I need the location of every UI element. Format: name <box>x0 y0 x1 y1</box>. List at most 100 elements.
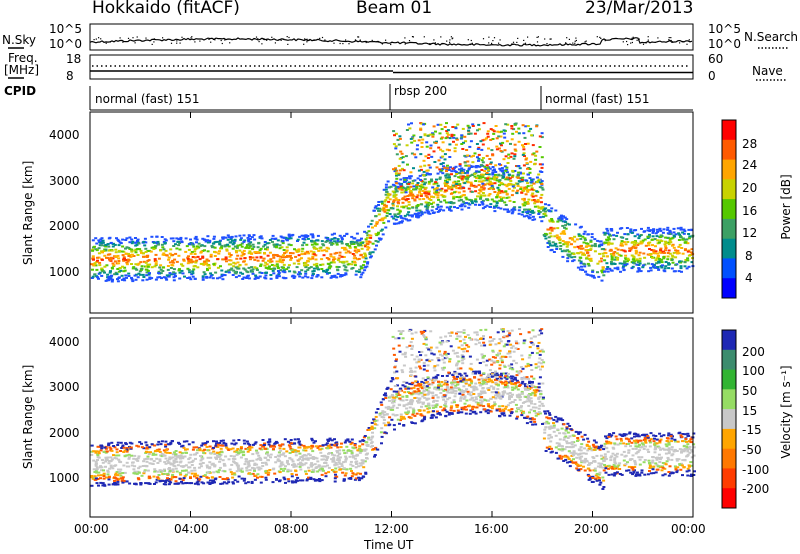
echo-cell <box>128 248 132 250</box>
echo-cell <box>203 238 207 241</box>
echo-cell <box>534 423 538 426</box>
echo-cell <box>359 472 362 475</box>
echo-cell <box>637 237 641 240</box>
echo-cell <box>613 457 617 460</box>
echo-cell <box>639 240 643 243</box>
echo-cell <box>185 245 189 248</box>
echo-cell <box>373 248 377 251</box>
echo-cell <box>398 135 402 138</box>
echo-cell <box>686 450 690 453</box>
echo-cell <box>522 164 526 167</box>
echo-cell <box>394 193 398 196</box>
echo-cell <box>276 267 280 269</box>
echo-cell <box>298 258 302 261</box>
echo-cell <box>268 261 272 264</box>
echo-cell <box>450 405 454 408</box>
echo-cell <box>491 169 495 172</box>
echo-cell <box>482 173 486 176</box>
echo-cell <box>304 272 308 275</box>
echo-cell <box>344 272 348 275</box>
echo-cell <box>340 242 344 245</box>
echo-cell <box>354 466 358 469</box>
echo-cell <box>372 418 376 421</box>
echo-cell <box>156 476 160 479</box>
echo-cell <box>165 254 169 257</box>
echo-cell <box>157 272 161 275</box>
n-search-point <box>194 41 196 43</box>
echo-cell <box>616 268 620 271</box>
echo-cell <box>169 237 173 240</box>
echo-cell <box>244 447 248 450</box>
echo-cell <box>122 256 126 259</box>
echo-cell <box>441 167 445 170</box>
echo-cell <box>104 465 107 468</box>
echo-cell <box>494 171 498 173</box>
echo-cell <box>599 240 603 243</box>
n-search-point <box>631 37 633 39</box>
echo-cell <box>238 249 242 252</box>
echo-cell <box>336 451 339 454</box>
echo-cell <box>90 484 94 487</box>
echo-cell <box>643 473 647 476</box>
echo-cell <box>377 231 380 234</box>
echo-cell <box>640 445 644 448</box>
echo-cell <box>162 276 166 279</box>
echo-cell <box>471 408 474 411</box>
echo-cell <box>107 275 111 278</box>
echo-cell <box>137 478 141 481</box>
echo-cell <box>398 210 402 213</box>
power-panel-frame <box>89 111 694 314</box>
echo-cell <box>392 130 396 133</box>
echo-cell <box>518 171 522 174</box>
echo-cell <box>453 386 457 389</box>
echo-cell <box>558 239 562 241</box>
echo-cell <box>346 250 350 253</box>
echo-cell <box>640 469 644 472</box>
n-search-point <box>105 42 107 44</box>
echo-cell <box>401 161 405 164</box>
echo-cell <box>353 241 357 244</box>
echo-cell <box>298 461 302 464</box>
echo-cell <box>407 416 411 419</box>
echo-cell <box>438 209 441 212</box>
echo-cell <box>338 234 342 237</box>
echo-cell <box>448 207 452 210</box>
echo-cell <box>244 460 248 463</box>
echo-cell <box>162 248 166 251</box>
echo-cell <box>260 272 264 274</box>
echo-cell <box>98 445 102 448</box>
echo-cell <box>537 209 541 212</box>
echo-cell <box>483 165 487 168</box>
n-search-point <box>434 42 436 44</box>
echo-cell <box>186 258 190 260</box>
echo-cell <box>423 164 427 167</box>
n-search-point <box>627 44 629 46</box>
echo-cell <box>344 251 348 254</box>
echo-cell <box>450 170 454 173</box>
echo-cell <box>164 440 168 443</box>
echo-cell <box>182 465 186 468</box>
echo-cell <box>666 241 670 244</box>
echo-cell <box>453 395 457 398</box>
echo-cell <box>187 248 191 251</box>
echo-cell <box>218 276 222 279</box>
echo-cell <box>381 202 384 205</box>
echo-cell <box>538 163 542 166</box>
echo-cell <box>548 210 552 213</box>
echo-cell <box>520 178 524 181</box>
echo-cell <box>531 218 535 221</box>
echo-cell <box>677 270 681 273</box>
echo-cell <box>426 206 430 208</box>
echo-cell <box>265 248 269 251</box>
echo-cell <box>460 411 464 414</box>
echo-cell <box>513 170 517 172</box>
echo-cell <box>573 255 577 258</box>
echo-cell <box>609 248 613 251</box>
echo-cell <box>557 236 561 239</box>
echo-cell <box>174 252 178 255</box>
echo-cell <box>552 251 556 253</box>
echo-cell <box>90 263 94 266</box>
echo-cell <box>262 257 266 260</box>
echo-cell <box>507 210 511 213</box>
n-search-point <box>544 38 546 40</box>
